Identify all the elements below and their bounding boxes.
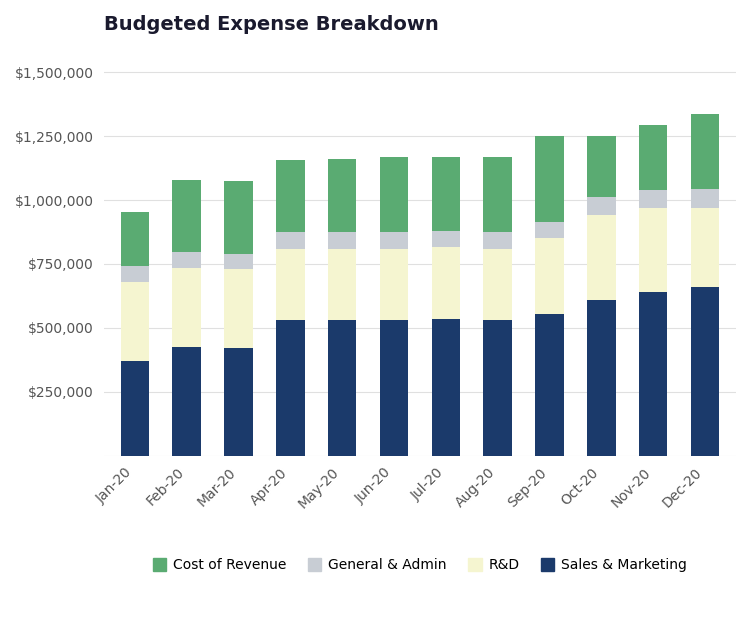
Bar: [691, 189, 719, 208]
Bar: [225, 254, 253, 269]
Bar: [173, 180, 201, 252]
Bar: [535, 222, 564, 238]
Bar: [691, 287, 719, 456]
Bar: [587, 215, 616, 299]
Bar: [535, 238, 564, 314]
Bar: [173, 252, 201, 268]
Bar: [380, 156, 409, 232]
Bar: [121, 267, 149, 282]
Bar: [173, 347, 201, 456]
Bar: [691, 208, 719, 287]
Bar: [691, 115, 719, 189]
Bar: [276, 249, 305, 320]
Bar: [432, 247, 460, 319]
Bar: [276, 320, 305, 456]
Bar: [639, 190, 668, 208]
Bar: [587, 198, 616, 215]
Bar: [639, 292, 668, 456]
Bar: [328, 249, 357, 320]
Legend: Cost of Revenue, General & Admin, R&D, Sales & Marketing: Cost of Revenue, General & Admin, R&D, S…: [147, 553, 692, 578]
Bar: [121, 282, 149, 361]
Bar: [484, 232, 512, 249]
Bar: [380, 232, 409, 249]
Bar: [484, 320, 512, 456]
Bar: [484, 156, 512, 232]
Text: Budgeted Expense Breakdown: Budgeted Expense Breakdown: [104, 15, 439, 34]
Bar: [225, 348, 253, 456]
Bar: [587, 299, 616, 456]
Bar: [328, 232, 357, 249]
Bar: [535, 136, 564, 222]
Bar: [225, 269, 253, 348]
Bar: [639, 208, 668, 292]
Bar: [328, 159, 357, 232]
Bar: [276, 232, 305, 249]
Bar: [639, 125, 668, 190]
Bar: [121, 361, 149, 456]
Bar: [484, 249, 512, 320]
Bar: [380, 249, 409, 320]
Bar: [432, 319, 460, 456]
Bar: [121, 211, 149, 267]
Bar: [432, 231, 460, 247]
Bar: [276, 160, 305, 232]
Bar: [173, 268, 201, 347]
Bar: [432, 156, 460, 231]
Bar: [380, 320, 409, 456]
Bar: [328, 320, 357, 456]
Bar: [225, 181, 253, 254]
Bar: [587, 136, 616, 198]
Bar: [535, 314, 564, 456]
